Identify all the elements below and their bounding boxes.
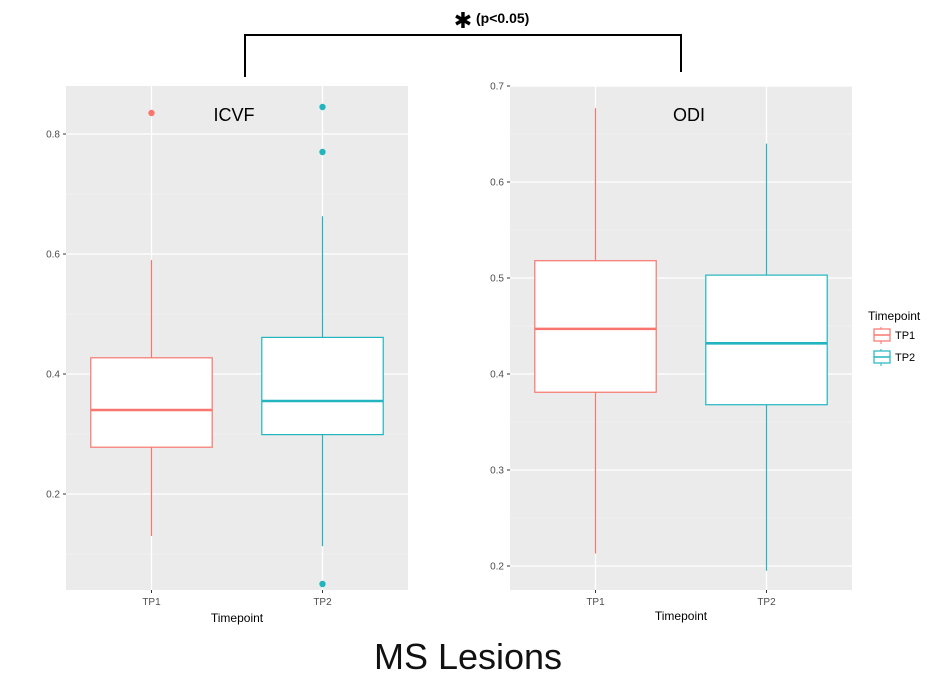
legend: Timepoint TP1 TP2	[868, 309, 921, 366]
odi-x-axis-title: Timepoint	[655, 609, 708, 623]
icvf-y-tick-label: 0.2	[46, 490, 60, 501]
outlier-point	[319, 148, 326, 156]
icvf-y-tick-label: 0.4	[46, 370, 60, 381]
odi-y-tick-label: 0.6	[490, 178, 504, 189]
icvf-x-tick-label: TP1	[142, 597, 161, 608]
bracket-line	[244, 34, 682, 77]
icvf-y-tick-label: 0.8	[46, 130, 60, 141]
icvf-x-tick-label: TP2	[313, 597, 332, 608]
odi-y-tick-label: 0.4	[490, 370, 504, 381]
legend-label-tp1: TP1	[895, 330, 915, 342]
odi-panel-title: ODI	[673, 105, 705, 125]
legend-label-tp2: TP2	[895, 352, 915, 364]
outlier-point	[319, 103, 326, 111]
odi-x-tick-label: TP2	[757, 597, 776, 608]
interquartile-box	[90, 357, 213, 448]
odi-y-tick-label: 0.7	[490, 82, 504, 93]
icvf-box-tp2	[261, 103, 384, 588]
outlier-point	[319, 580, 326, 588]
odi-box-tp2	[705, 143, 828, 571]
odi-x-tick-label: TP1	[586, 597, 605, 608]
odi-panel: ODI 0.2 0.3 0.4 0.5 0.6 0.7 TP1 TP2 Timepoint	[490, 82, 852, 623]
odi-y-tick-label: 0.2	[490, 562, 504, 573]
icvf-panel-title: ICVF	[213, 105, 254, 125]
interquartile-box	[705, 274, 828, 406]
odi-box-tp1	[534, 108, 657, 554]
icvf-y-tick-label: 0.6	[46, 250, 60, 261]
odi-y-tick-label: 0.5	[490, 274, 504, 285]
interquartile-box	[534, 260, 657, 393]
legend-entry-tp1: TP1	[873, 327, 915, 344]
significance-star: ✱	[454, 9, 472, 34]
outlier-point	[148, 109, 155, 117]
figure-caption: MS Lesions	[374, 636, 562, 677]
icvf-box-tp1	[90, 109, 213, 536]
significance-bracket: ✱ (p<0.05)	[244, 9, 682, 77]
significance-label: (p<0.05)	[476, 10, 529, 26]
legend-entry-tp2: TP2	[873, 349, 915, 366]
icvf-panel: ICVF 0.2 0.4 0.6 0.8 TP1 TP2 Timepoint	[46, 86, 408, 625]
legend-title: Timepoint	[868, 309, 921, 323]
odi-y-tick-label: 0.3	[490, 466, 504, 477]
icvf-x-axis-title: Timepoint	[211, 611, 264, 625]
interquartile-box	[261, 336, 384, 436]
